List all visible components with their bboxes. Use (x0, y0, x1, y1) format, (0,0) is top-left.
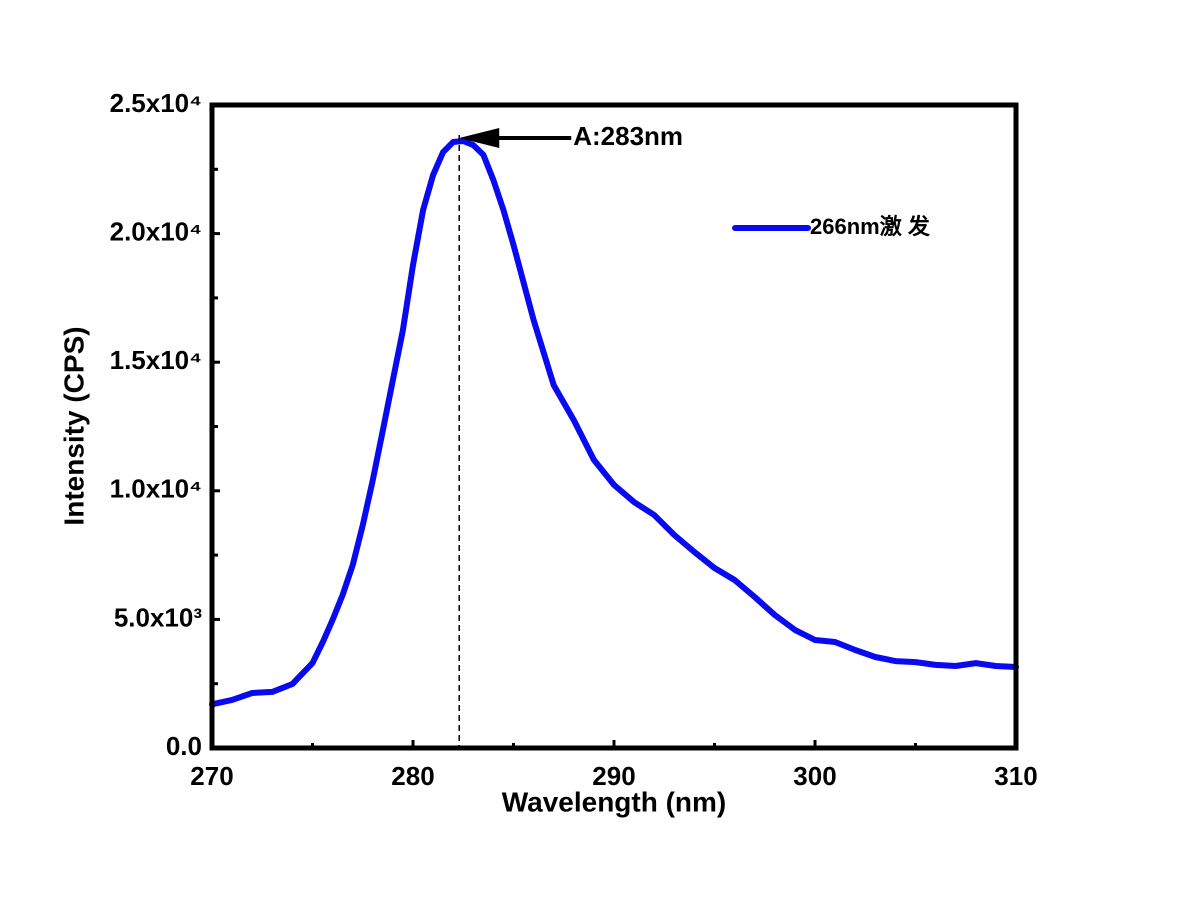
annotation: A:283nm (573, 121, 683, 151)
y-tick-label: 1.0x10⁴ (110, 474, 202, 504)
line-series (209, 138, 1019, 708)
x-tick-label: 270 (190, 761, 233, 791)
x-tick-label: 290 (592, 761, 635, 791)
y-tick-label: 0.0 (166, 731, 202, 761)
annotation-arrow-head (459, 128, 500, 149)
y-tick-label: 2.0x10⁴ (110, 216, 202, 246)
y-axis-label: Intensity (CPS) (58, 326, 89, 525)
y-tick-label: 2.5x10⁴ (110, 88, 202, 118)
x-axis-label: Wavelength (nm) (502, 786, 727, 817)
legend-label: 266nm激 发 (810, 214, 931, 239)
y-tick-label: 1.5x10⁴ (110, 345, 202, 375)
y-tick-label: 5.0x10³ (114, 602, 203, 632)
x-tick-label: 300 (793, 761, 836, 791)
x-tick-label: 310 (994, 761, 1037, 791)
plot-frame (209, 102, 1019, 751)
x-tick-label: 280 (391, 761, 434, 791)
